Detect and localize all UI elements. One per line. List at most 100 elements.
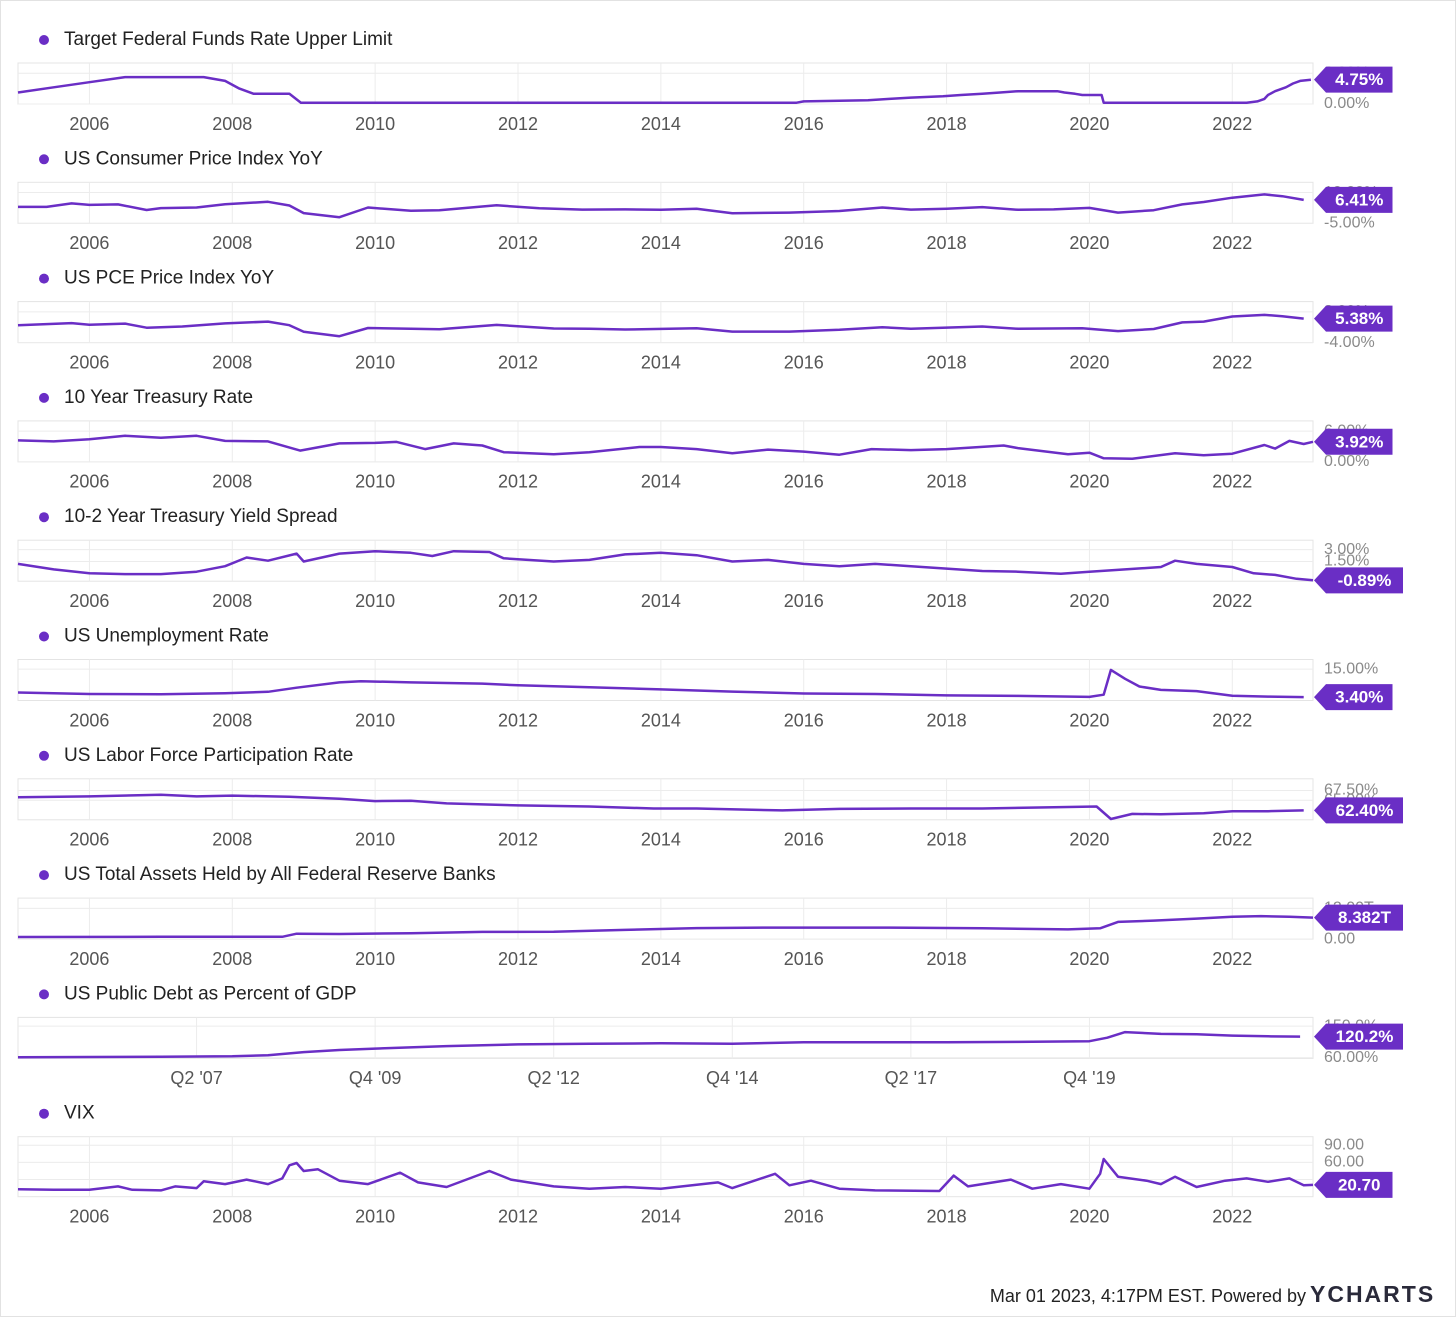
series-line [17, 313, 1304, 338]
value-badge [1314, 305, 1393, 332]
footer-brand: YCHARTS [1310, 1281, 1435, 1307]
x-tick-label: 2008 [212, 949, 252, 969]
x-tick-label: 2022 [1212, 114, 1252, 134]
x-tick-label: 2018 [927, 233, 967, 253]
x-tick-label: 2012 [498, 472, 538, 492]
chart-title: US Public Debt as Percent of GDP [64, 983, 357, 1004]
x-tick-label: 2022 [1212, 233, 1252, 253]
x-tick-label: 2014 [641, 830, 681, 850]
legend-dot [39, 989, 49, 1000]
x-tick-label: 2022 [1212, 949, 1252, 969]
x-tick-label: 2018 [927, 830, 967, 850]
x-tick-label: 2010 [355, 472, 395, 492]
chart-title: US Labor Force Participation Rate [64, 745, 353, 766]
x-tick-label: 2012 [498, 352, 538, 372]
series-line [17, 549, 1314, 582]
x-tick-label: 2016 [784, 352, 824, 372]
value-badge [1314, 428, 1393, 455]
x-tick-label: 2016 [784, 233, 824, 253]
x-tick-label: Q2 '12 [527, 1068, 579, 1088]
y-tick-label: 67.50% [1324, 782, 1378, 799]
value-badge [1314, 684, 1393, 711]
x-tick-label: 2008 [212, 472, 252, 492]
y-tick-label: 60.00% [1324, 1049, 1378, 1066]
x-tick-label: 2012 [498, 1206, 538, 1226]
x-tick-label: Q2 '17 [885, 1068, 937, 1088]
x-tick-label: 2020 [1069, 591, 1109, 611]
value-badge-label: 3.40% [1335, 688, 1383, 707]
legend-dot [39, 631, 49, 642]
value-badge [1314, 1023, 1403, 1050]
y-tick-label: 0.00% [1324, 95, 1369, 112]
value-badge-label: 20.70 [1338, 1175, 1381, 1194]
x-tick-label: 2010 [355, 830, 395, 850]
x-tick-label: 2006 [69, 233, 109, 253]
value-badge-label: 5.38% [1335, 309, 1383, 328]
x-tick-label: 2018 [927, 710, 967, 730]
legend-dot [39, 273, 49, 284]
x-tick-label: 2016 [784, 114, 824, 134]
series-line [17, 914, 1314, 939]
x-tick-label: 2022 [1212, 710, 1252, 730]
y-tick-label: 1.50% [1324, 553, 1369, 570]
legend-dot [39, 154, 49, 165]
value-badge-label: 6.41% [1335, 190, 1383, 209]
x-tick-label: 2010 [355, 1206, 395, 1226]
x-tick-label: 2012 [498, 233, 538, 253]
x-tick-label: 2014 [641, 114, 681, 134]
x-tick-label: 2010 [355, 710, 395, 730]
x-tick-label: 2008 [212, 1206, 252, 1226]
x-tick-label: Q2 '07 [170, 1068, 222, 1088]
x-tick-label: 2010 [355, 591, 395, 611]
series-line [17, 668, 1304, 699]
x-tick-label: 2006 [69, 591, 109, 611]
x-tick-label: 2016 [784, 949, 824, 969]
x-tick-label: Q4 '14 [706, 1068, 758, 1088]
value-badge-label: 4.75% [1335, 70, 1383, 89]
x-tick-label: 2016 [784, 830, 824, 850]
x-tick-label: 2014 [641, 472, 681, 492]
legend-dot [39, 870, 49, 881]
x-tick-label: 2014 [641, 352, 681, 372]
value-badge [1314, 904, 1403, 931]
x-tick-label: 2006 [69, 710, 109, 730]
x-tick-label: 2018 [927, 352, 967, 372]
x-tick-label: 2020 [1069, 1206, 1109, 1226]
x-tick-label: 2008 [212, 352, 252, 372]
legend-dot [39, 512, 49, 523]
y-tick-label: -4.00% [1324, 334, 1375, 351]
chart-title: US Unemployment Rate [64, 626, 269, 647]
x-tick-label: 2016 [784, 472, 824, 492]
y-tick-label: 90.00 [1324, 1136, 1364, 1153]
legend-dot [39, 1108, 49, 1119]
x-tick-label: 2018 [927, 114, 967, 134]
x-tick-label: 2008 [212, 710, 252, 730]
x-tick-label: 2020 [1069, 233, 1109, 253]
y-tick-label: 3.00% [1324, 541, 1369, 558]
chart-title: 10-2 Year Treasury Yield Spread [64, 506, 338, 527]
x-tick-label: Q4 '09 [349, 1068, 401, 1088]
y-tick-label: 0.00 [1324, 930, 1355, 947]
x-tick-label: 2012 [498, 830, 538, 850]
series-line [18, 193, 1304, 219]
x-tick-label: 2012 [498, 114, 538, 134]
legend-dot [39, 35, 49, 45]
value-badge [1314, 66, 1393, 93]
x-tick-label: 2008 [212, 233, 252, 253]
x-tick-label: Q4 '19 [1063, 1068, 1115, 1088]
x-tick-label: 2016 [784, 591, 824, 611]
plot-area [17, 659, 1314, 701]
value-badge-label: -0.89% [1338, 571, 1392, 590]
x-tick-label: 2020 [1069, 830, 1109, 850]
series-line [17, 434, 1314, 461]
x-tick-label: 2020 [1069, 710, 1109, 730]
x-tick-label: 2012 [498, 591, 538, 611]
value-badge-label: 120.2% [1336, 1027, 1394, 1046]
chart-title: 10 Year Treasury Rate [64, 387, 253, 408]
x-tick-label: 2010 [355, 114, 395, 134]
value-badge [1314, 567, 1403, 594]
series-line [17, 1157, 1314, 1193]
x-tick-label: 2014 [641, 233, 681, 253]
x-tick-label: 2014 [641, 591, 681, 611]
